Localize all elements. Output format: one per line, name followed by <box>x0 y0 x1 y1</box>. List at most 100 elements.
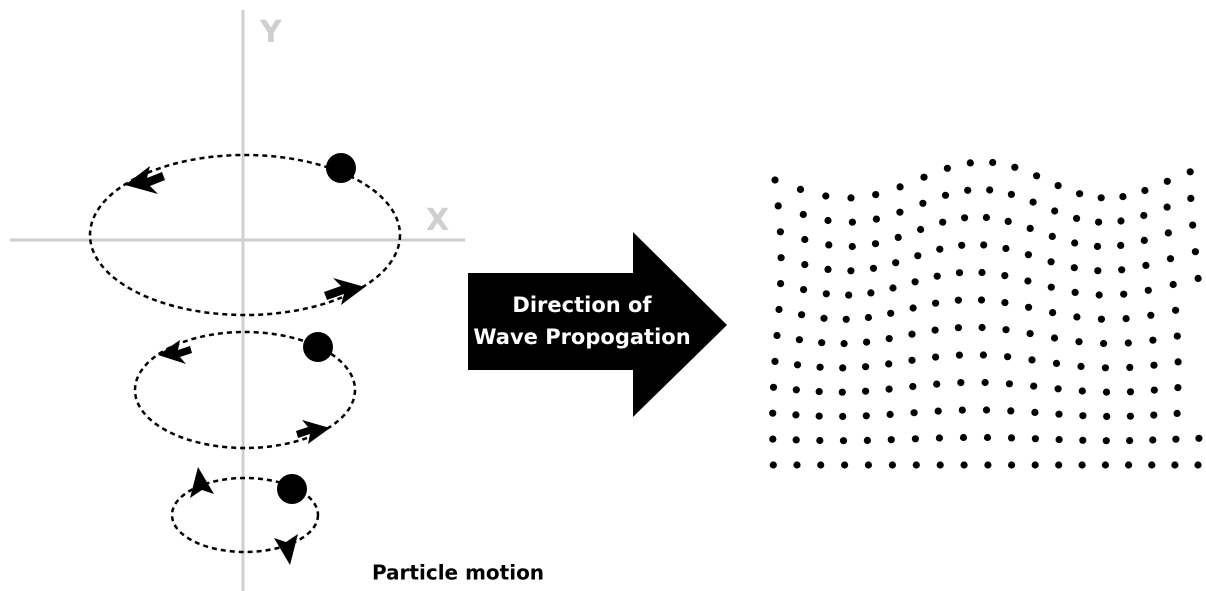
dot <box>1076 190 1083 197</box>
dot <box>839 413 846 420</box>
dot <box>980 351 987 358</box>
dot <box>870 265 877 272</box>
dot <box>896 209 903 216</box>
dot <box>944 165 951 172</box>
dot <box>955 324 962 331</box>
dot <box>1028 356 1035 363</box>
dot <box>1175 358 1182 365</box>
dot <box>800 286 807 293</box>
dot <box>957 379 964 386</box>
dot <box>816 437 823 444</box>
dot <box>1195 435 1202 442</box>
dot <box>1141 187 1148 194</box>
dot <box>1079 437 1086 444</box>
dot <box>980 241 987 248</box>
dot <box>822 192 829 199</box>
dot <box>1056 436 1063 443</box>
dot <box>1033 172 1040 179</box>
dot <box>939 219 946 226</box>
dot <box>865 314 872 321</box>
dot <box>839 364 846 371</box>
dot <box>1031 409 1038 416</box>
dot <box>936 246 943 253</box>
dot <box>1030 199 1037 206</box>
dot <box>1126 364 1133 371</box>
dot <box>801 236 808 243</box>
dot <box>1049 309 1056 316</box>
dot <box>862 363 869 370</box>
dot <box>1025 251 1032 258</box>
dot <box>1073 313 1080 320</box>
dot <box>800 211 807 218</box>
dot <box>1127 388 1134 395</box>
dot <box>769 436 776 443</box>
dot <box>1120 291 1127 298</box>
dot <box>1102 461 1109 468</box>
dot <box>1024 277 1031 284</box>
dot <box>1126 437 1133 444</box>
dot <box>1125 461 1132 468</box>
dot <box>1123 315 1130 322</box>
dot <box>801 261 808 268</box>
dot <box>1102 364 1109 371</box>
dot <box>1071 264 1078 271</box>
dot <box>984 461 991 468</box>
dot <box>823 290 830 297</box>
dot <box>979 324 986 331</box>
dot <box>1098 316 1105 323</box>
dot <box>1048 284 1055 291</box>
dot <box>777 280 784 287</box>
dot <box>1103 413 1110 420</box>
dot <box>841 461 848 468</box>
dot <box>1150 412 1157 419</box>
dot <box>1030 383 1037 390</box>
dot <box>867 289 874 296</box>
dot <box>1192 248 1199 255</box>
dot <box>863 412 870 419</box>
dot <box>793 436 800 443</box>
arrow-text: Direction of <box>512 293 652 317</box>
dot <box>982 379 989 386</box>
dot <box>1004 353 1011 360</box>
dot <box>1174 384 1181 391</box>
dot <box>958 242 965 249</box>
dot <box>912 435 919 442</box>
dot <box>794 361 801 368</box>
dot <box>908 357 915 364</box>
dot <box>1032 461 1039 468</box>
dot <box>911 409 918 416</box>
dot <box>775 306 782 313</box>
dot <box>1148 461 1155 468</box>
dot <box>1194 461 1201 468</box>
dot <box>1127 413 1134 420</box>
dot <box>912 278 919 285</box>
dot <box>771 358 778 365</box>
dot <box>778 254 785 261</box>
dot <box>839 389 846 396</box>
dot <box>1032 435 1039 442</box>
dot <box>935 408 942 415</box>
dot <box>824 266 831 273</box>
dot <box>964 187 971 194</box>
dot <box>1079 461 1086 468</box>
dot <box>847 194 854 201</box>
dot <box>849 243 856 250</box>
dot <box>1147 312 1154 319</box>
dot <box>989 159 996 166</box>
dot <box>1141 237 1148 244</box>
dot <box>936 434 943 441</box>
dot <box>1055 182 1062 189</box>
dot <box>1055 461 1062 468</box>
dot <box>865 461 872 468</box>
dot <box>773 332 780 339</box>
x-axis-label: X <box>426 203 449 238</box>
dot <box>775 202 782 209</box>
dot <box>1142 262 1149 269</box>
dot <box>1079 412 1086 419</box>
dot <box>955 297 962 304</box>
dot <box>873 216 880 223</box>
dot <box>1094 267 1101 274</box>
dot <box>1002 326 1009 333</box>
dot <box>817 461 824 468</box>
dot <box>886 335 893 342</box>
